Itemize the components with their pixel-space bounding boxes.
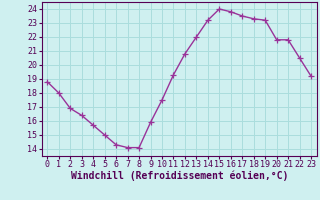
X-axis label: Windchill (Refroidissement éolien,°C): Windchill (Refroidissement éolien,°C) bbox=[70, 171, 288, 181]
